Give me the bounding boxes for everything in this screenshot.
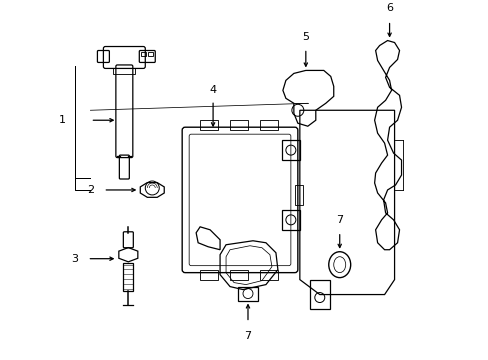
Bar <box>141 53 146 57</box>
Bar <box>200 270 218 280</box>
Bar <box>260 270 277 280</box>
Bar <box>229 270 247 280</box>
Bar <box>123 263 133 291</box>
Bar <box>200 120 218 130</box>
Bar <box>113 68 135 75</box>
Text: 5: 5 <box>302 32 309 41</box>
Text: 7: 7 <box>335 215 343 225</box>
Bar <box>238 287 258 301</box>
Bar <box>148 53 153 57</box>
Bar <box>260 120 277 130</box>
Text: 2: 2 <box>87 185 94 195</box>
Bar <box>229 120 247 130</box>
Text: 4: 4 <box>209 85 216 95</box>
Text: 1: 1 <box>59 115 66 125</box>
Text: 7: 7 <box>244 332 251 341</box>
Text: 6: 6 <box>386 3 392 13</box>
Text: 3: 3 <box>71 254 78 264</box>
Bar <box>294 185 302 205</box>
